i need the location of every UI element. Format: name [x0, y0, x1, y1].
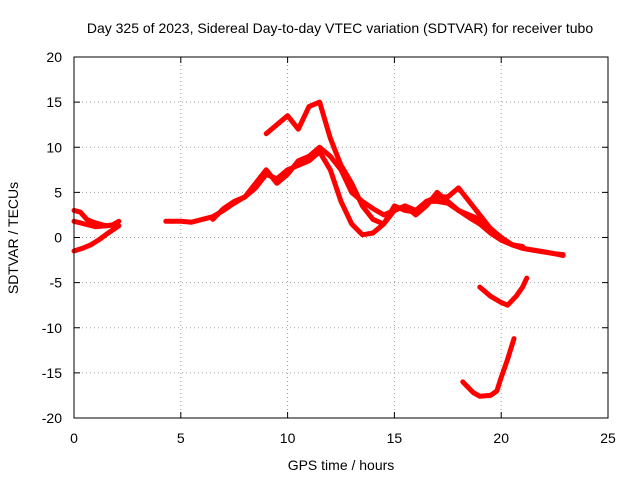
series-line-s2 [71, 218, 120, 230]
y-tick-label: 10 [46, 139, 62, 155]
y-tick-label: 0 [54, 230, 62, 246]
grid [74, 57, 608, 418]
series-line-s3 [71, 223, 122, 254]
y-axis-label: SDTVAR / TECUs [5, 182, 21, 294]
x-tick-label: 10 [280, 430, 296, 446]
x-tick-label: 25 [600, 430, 616, 446]
x-tick-label: 15 [387, 430, 403, 446]
y-tick-label: -15 [42, 365, 62, 381]
series-line-s6 [263, 99, 526, 249]
y-tick-label: 5 [54, 184, 62, 200]
y-tick-label: 15 [46, 94, 62, 110]
y-tick-label: -20 [42, 410, 62, 426]
y-tick-label: 20 [46, 49, 62, 65]
series-line-s8 [460, 336, 517, 399]
y-tick-label: -10 [42, 320, 62, 336]
x-tick-label: 0 [70, 430, 78, 446]
series-line-s7 [477, 275, 530, 308]
series-group [71, 99, 566, 399]
series-line-s5 [210, 144, 566, 258]
ticks: 0 5 10 15 20 25 20 15 10 5 0 -5 -10 -15 -20 [42, 49, 616, 446]
x-tick-label: 5 [177, 430, 185, 446]
chart-title: Day 325 of 2023, Sidereal Day-to-day VTE… [87, 20, 594, 36]
y-tick-label: -5 [50, 275, 63, 291]
x-axis-label: GPS time / hours [288, 457, 395, 473]
x-tick-label: 20 [493, 430, 509, 446]
